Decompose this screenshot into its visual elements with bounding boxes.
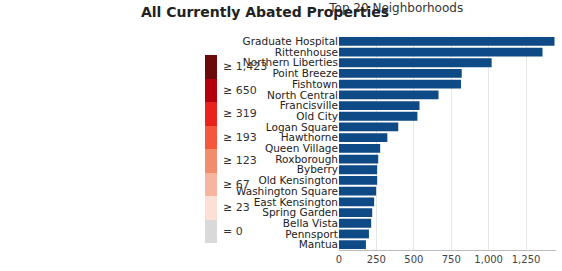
svg-text:500: 500	[404, 254, 423, 265]
svg-text:Old Kensington: Old Kensington	[258, 174, 338, 186]
svg-text:Bella Vista: Bella Vista	[283, 217, 338, 229]
svg-text:250: 250	[367, 254, 386, 265]
svg-text:Queen Village: Queen Village	[265, 142, 338, 154]
svg-text:Pennsport: Pennsport	[285, 228, 338, 240]
svg-text:Rittenhouse: Rittenhouse	[275, 46, 338, 58]
svg-text:Washington Square: Washington Square	[236, 185, 338, 197]
svg-text:1,000: 1,000	[474, 254, 503, 265]
svg-text:Old City: Old City	[296, 110, 338, 122]
svg-text:1,250: 1,250	[512, 254, 541, 265]
svg-text:North Central: North Central	[267, 89, 338, 101]
svg-text:Roxborough: Roxborough	[275, 153, 338, 165]
svg-text:Hawthorne: Hawthorne	[281, 131, 338, 143]
svg-text:750: 750	[442, 254, 461, 265]
svg-text:Francisville: Francisville	[280, 99, 338, 111]
svg-text:Spring Garden: Spring Garden	[262, 206, 338, 218]
svg-text:Logan Square: Logan Square	[266, 121, 338, 133]
svg-text:Fishtown: Fishtown	[292, 78, 338, 90]
svg-text:Byberry: Byberry	[297, 163, 338, 175]
svg-text:0: 0	[336, 254, 342, 265]
svg-text:East Kensington: East Kensington	[254, 196, 338, 208]
svg-text:Graduate Hospital: Graduate Hospital	[243, 35, 338, 47]
svg-text:Mantua: Mantua	[299, 238, 338, 250]
svg-text:Point Breeze: Point Breeze	[272, 67, 338, 79]
